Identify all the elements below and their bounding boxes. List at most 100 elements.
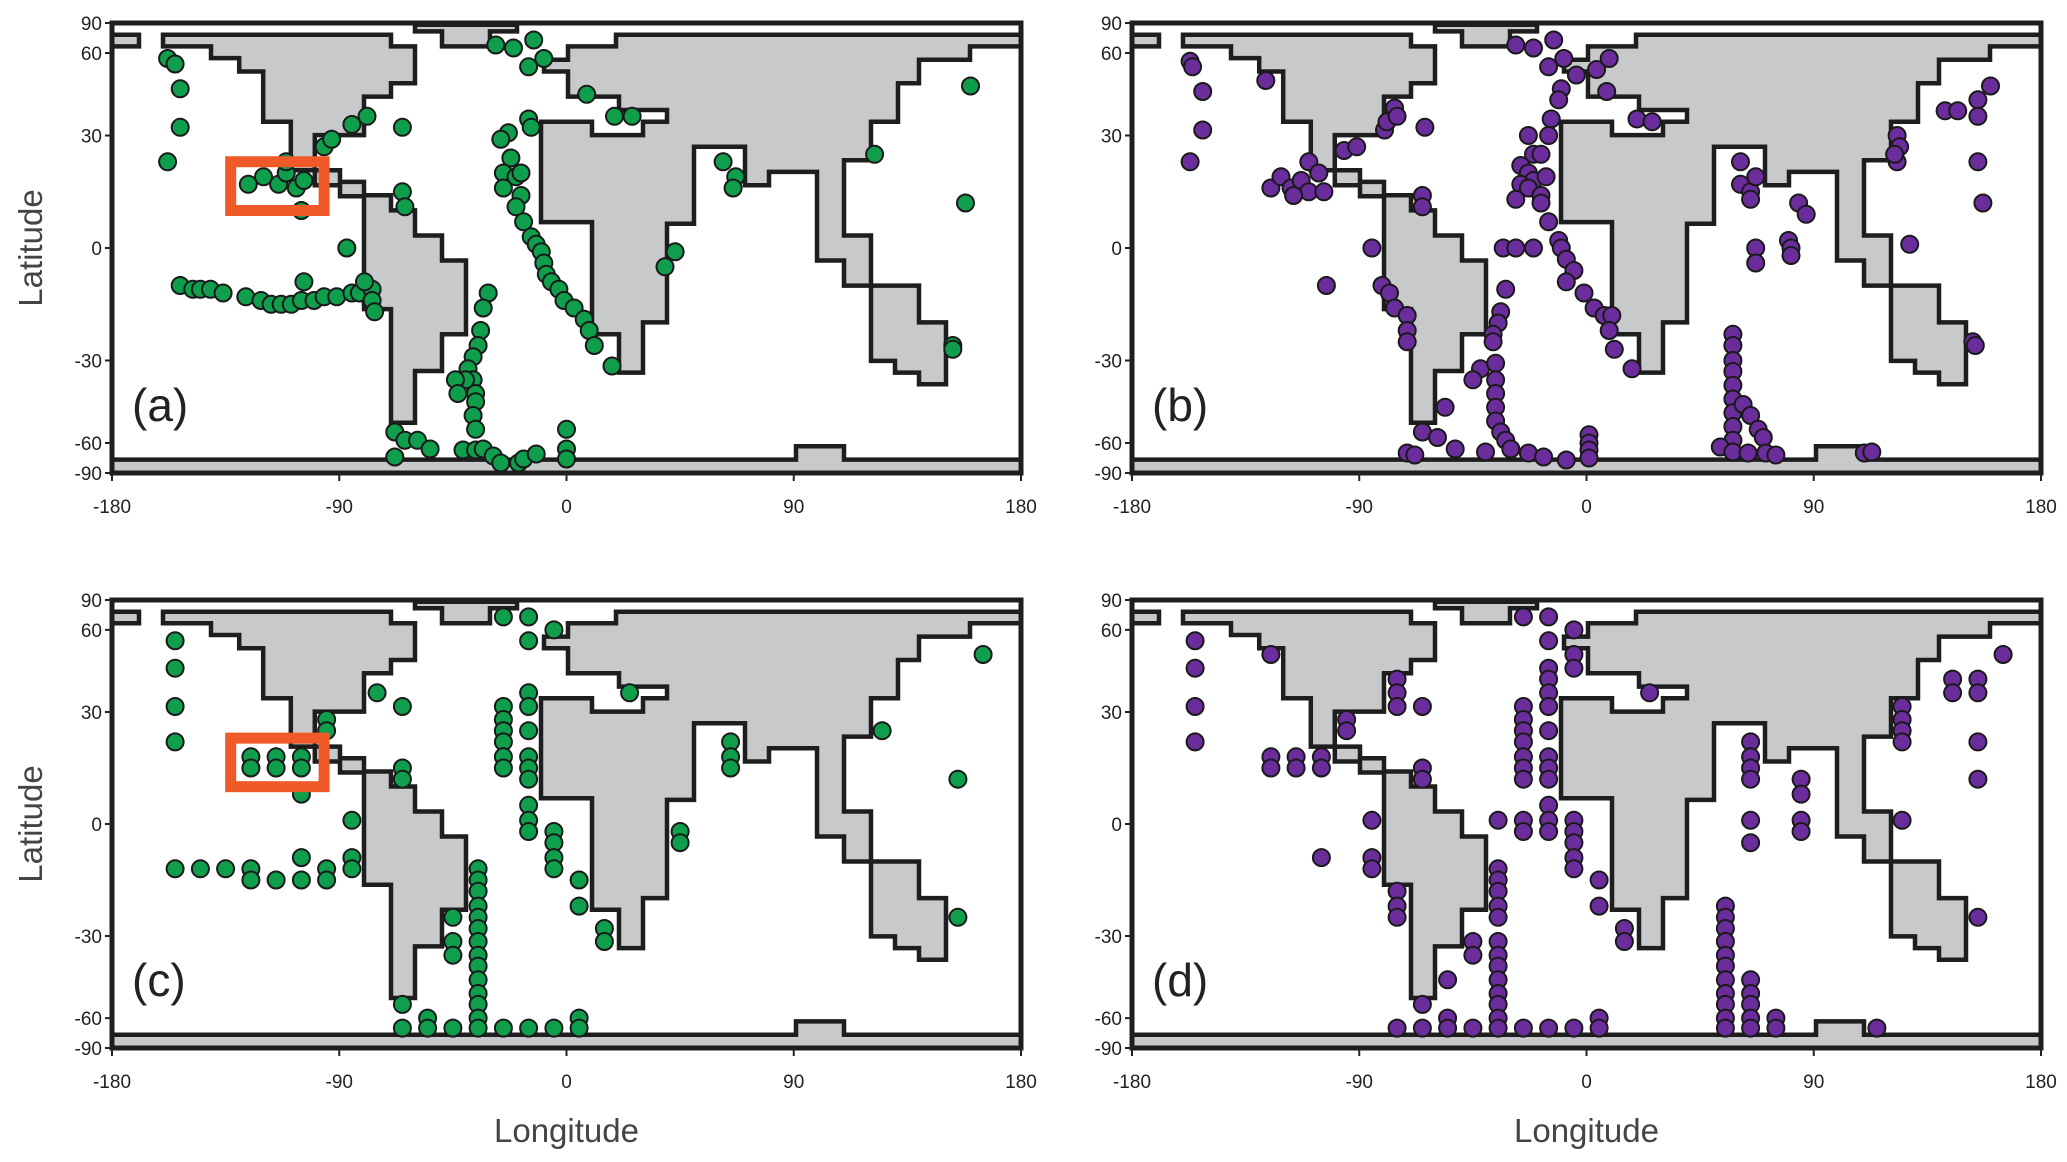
data-point <box>342 859 362 879</box>
data-point <box>1261 758 1281 778</box>
data-point <box>1286 758 1306 778</box>
y-tick-label: 30 <box>81 127 102 148</box>
data-points <box>1180 30 2000 470</box>
data-point <box>1589 896 1609 916</box>
data-point <box>1892 810 1912 830</box>
data-point <box>1463 370 1483 390</box>
data-point <box>1513 769 1533 789</box>
x-tick-label: 90 <box>783 1072 804 1093</box>
data-point <box>1579 448 1599 468</box>
data-point <box>1741 769 1761 789</box>
data-point <box>1524 38 1543 58</box>
data-point <box>1965 336 1985 355</box>
data-point <box>569 896 589 916</box>
data-point <box>1337 721 1357 741</box>
data-point <box>1900 234 1920 254</box>
data-point <box>1556 450 1576 470</box>
data-point <box>1476 442 1495 462</box>
data-point <box>1973 193 1993 213</box>
data-point <box>170 117 190 137</box>
y-tick-label: -90 <box>1095 1039 1122 1060</box>
x-tick-label: 0 <box>1581 497 1592 518</box>
x-tick-label: 0 <box>561 497 572 518</box>
y-tick-label: -60 <box>75 434 102 455</box>
data-point <box>865 144 885 164</box>
data-point <box>1566 65 1586 85</box>
data-point <box>367 683 387 703</box>
data-point <box>1948 101 1968 121</box>
data-point <box>872 721 892 741</box>
data-point <box>443 945 463 965</box>
data-point <box>557 419 576 439</box>
data-point <box>1539 126 1559 145</box>
y-tick-label: 0 <box>91 239 102 260</box>
data-point <box>544 620 564 640</box>
data-point <box>1387 1018 1407 1038</box>
data-point <box>1185 631 1205 651</box>
data-point <box>1488 810 1508 830</box>
data-point <box>1556 272 1576 292</box>
data-point <box>291 870 311 890</box>
data-point <box>1791 822 1811 841</box>
data-point <box>594 932 614 951</box>
y-tick-label: -90 <box>75 1039 102 1060</box>
data-point <box>1968 769 1988 789</box>
data-point <box>1362 238 1382 258</box>
y-tick-label: 90 <box>1101 14 1122 35</box>
data-point <box>602 356 622 376</box>
data-point <box>943 339 963 359</box>
data-point <box>1885 144 1905 164</box>
data-point <box>294 272 314 292</box>
x-tick-label: 90 <box>1803 1072 1824 1093</box>
data-point <box>1741 810 1761 830</box>
y-axis-title: Latitude <box>12 189 49 306</box>
data-point <box>1524 238 1543 258</box>
data-point <box>1506 35 1526 55</box>
data-point <box>1316 276 1336 295</box>
data-point <box>670 833 690 853</box>
data-point <box>1981 76 2000 96</box>
data-point <box>1968 90 1988 110</box>
data-point <box>1968 106 1988 126</box>
data-point <box>322 129 342 149</box>
y-tick-label: 90 <box>81 14 102 35</box>
data-point <box>355 272 374 292</box>
data-point <box>491 453 511 473</box>
data-point <box>1488 907 1508 927</box>
data-point <box>1387 106 1407 126</box>
data-point <box>1531 144 1551 164</box>
land-greenland <box>412 599 520 626</box>
data-point <box>1261 645 1281 664</box>
data-point <box>1741 189 1761 209</box>
data-point <box>1541 109 1561 129</box>
data-point <box>1599 321 1619 340</box>
data-point <box>501 148 521 168</box>
data-point <box>493 178 513 198</box>
data-point <box>158 152 178 172</box>
data-point <box>165 631 185 651</box>
data-point <box>1781 246 1801 265</box>
data-point <box>519 1018 539 1038</box>
data-point <box>1518 126 1538 145</box>
data-point <box>1968 683 1988 703</box>
x-tick-label: 180 <box>2025 497 2057 518</box>
data-point <box>213 283 233 303</box>
y-tick-label: -60 <box>1095 1009 1122 1030</box>
data-point <box>1862 442 1882 462</box>
y-tick-label: 90 <box>1101 591 1122 612</box>
data-point <box>1534 447 1554 467</box>
data-point <box>519 57 539 77</box>
data-point <box>493 607 513 627</box>
data-point <box>713 152 733 172</box>
data-point <box>1506 189 1526 209</box>
x-axis-title: Longitude <box>494 1112 639 1149</box>
data-point <box>1574 283 1594 303</box>
data-point <box>1539 1018 1559 1038</box>
data-point <box>620 683 640 703</box>
data-point <box>1766 1018 1786 1038</box>
data-point <box>1311 848 1331 868</box>
data-point <box>266 870 286 890</box>
data-point <box>1387 697 1407 716</box>
panel-label: (a) <box>132 379 188 431</box>
data-point <box>1564 859 1584 879</box>
